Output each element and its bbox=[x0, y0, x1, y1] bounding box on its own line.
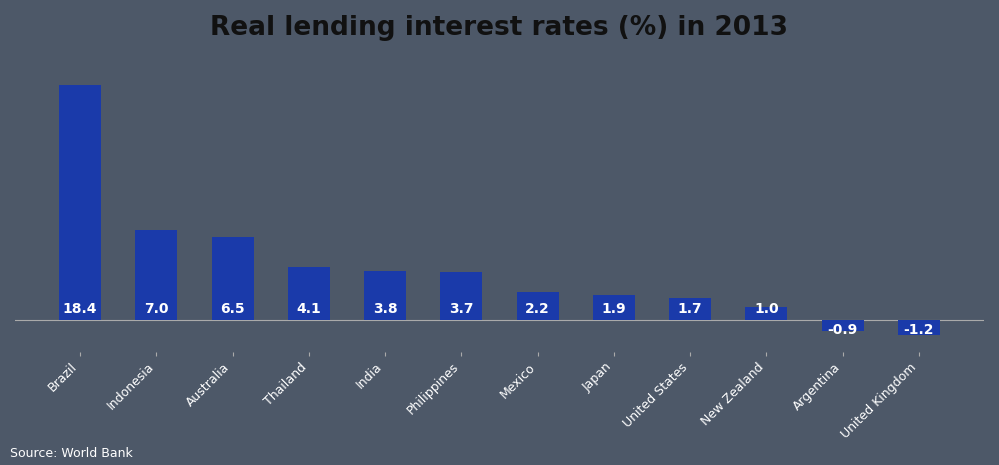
Text: 18.4: 18.4 bbox=[63, 302, 97, 316]
Text: 3.8: 3.8 bbox=[373, 302, 398, 316]
Title: Real lending interest rates (%) in 2013: Real lending interest rates (%) in 2013 bbox=[211, 15, 788, 41]
Text: 3.7: 3.7 bbox=[450, 302, 474, 316]
Bar bbox=[212, 237, 254, 319]
Text: -1.2: -1.2 bbox=[904, 324, 934, 338]
Bar bbox=[593, 295, 635, 319]
Text: 6.5: 6.5 bbox=[220, 302, 245, 316]
Text: 1.9: 1.9 bbox=[601, 302, 626, 316]
Bar bbox=[288, 267, 330, 319]
Text: 1.0: 1.0 bbox=[754, 302, 779, 316]
Bar bbox=[898, 319, 940, 335]
Bar bbox=[669, 298, 711, 319]
Text: 1.7: 1.7 bbox=[678, 302, 702, 316]
Text: 4.1: 4.1 bbox=[297, 302, 322, 316]
Bar bbox=[59, 85, 101, 319]
Text: -0.9: -0.9 bbox=[827, 324, 858, 338]
Bar bbox=[822, 319, 864, 331]
Bar bbox=[516, 292, 558, 319]
Bar bbox=[745, 307, 787, 319]
Text: 7.0: 7.0 bbox=[144, 302, 169, 316]
Bar bbox=[441, 272, 483, 319]
Bar bbox=[364, 271, 406, 319]
Text: 2.2: 2.2 bbox=[525, 302, 550, 316]
Text: Source: World Bank: Source: World Bank bbox=[10, 447, 133, 460]
Bar bbox=[135, 230, 177, 319]
